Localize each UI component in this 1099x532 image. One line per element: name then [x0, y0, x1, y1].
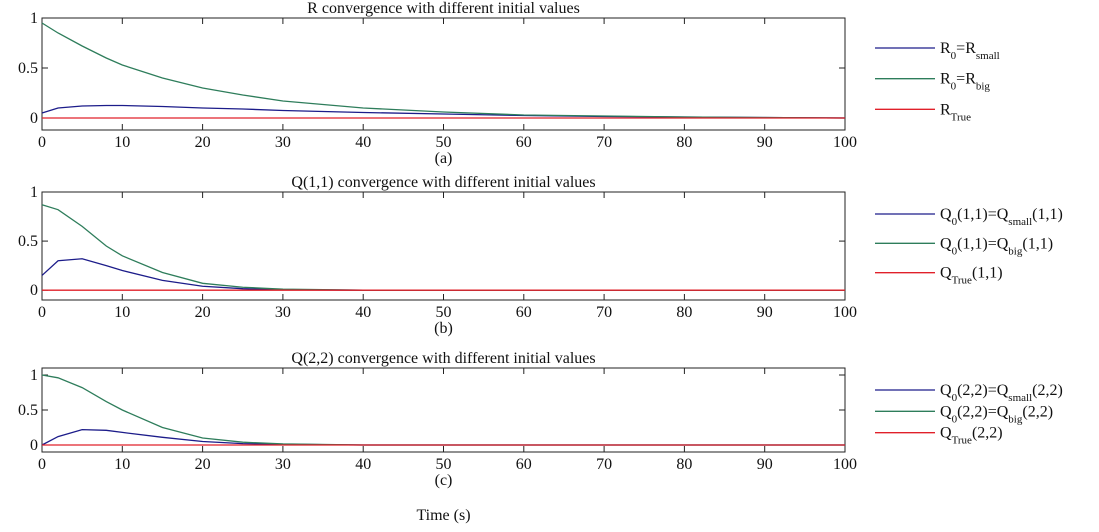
- chart-title: R convergence with different initial val…: [307, 0, 580, 17]
- y-tick-label: 0: [30, 437, 38, 454]
- x-tick-label: 80: [676, 134, 692, 151]
- y-tick-label: 0.5: [18, 233, 38, 250]
- y-tick-label: 0: [30, 282, 38, 299]
- x-tick-label: 70: [596, 134, 612, 151]
- subplot-caption: (b): [434, 320, 453, 337]
- x-tick-label: 20: [195, 134, 211, 151]
- y-tick-label: 0.5: [18, 60, 38, 77]
- x-tick-label: 90: [757, 456, 773, 473]
- legend-label: R0=Rsmall: [940, 40, 1000, 62]
- x-tick-label: 10: [114, 134, 130, 151]
- chart-title: Q(1,1) convergence with different initia…: [291, 174, 595, 191]
- x-tick-label: 70: [596, 304, 612, 321]
- legend-label-part: 0: [952, 413, 958, 425]
- legend-label-part: True: [951, 111, 971, 123]
- legend-label-part: (2,2): [1032, 382, 1063, 399]
- legend-label-part: (1,1): [1022, 235, 1053, 252]
- series-line: [41, 22, 846, 119]
- legend-label: Q0(2,2)=Qbig(2,2): [940, 403, 1053, 425]
- x-tick-label: 20: [195, 304, 211, 321]
- legend-label: Q0(1,1)=Qsmall(1,1): [940, 206, 1063, 228]
- legend-label: RTrue: [940, 101, 971, 123]
- legend-label-part: Q: [940, 235, 952, 252]
- x-tick-label: 50: [436, 456, 452, 473]
- legend-label-part: (1,1): [972, 265, 1003, 282]
- x-tick-label: 90: [757, 304, 773, 321]
- x-tick-label: 100: [833, 456, 857, 473]
- legend-label-part: (1,1)=Q: [957, 235, 1009, 252]
- plot-area: [41, 367, 846, 453]
- x-tick-label: 100: [833, 134, 857, 151]
- subplot-caption: (a): [435, 150, 453, 167]
- x-tick-label: 100: [833, 304, 857, 321]
- legend-label-part: (1,1): [1032, 206, 1063, 223]
- legend-label-part: True: [952, 435, 972, 447]
- legend-label-part: big: [1008, 245, 1023, 257]
- legend-label-part: big: [1008, 413, 1023, 425]
- x-tick-label: 0: [38, 456, 46, 473]
- legend-label: R0=Rbig: [940, 71, 990, 93]
- y-tick-label: 1: [30, 184, 38, 201]
- x-tick-label: 60: [516, 134, 532, 151]
- legend-label-part: 0: [952, 245, 958, 257]
- x-tick-label: 90: [757, 134, 773, 151]
- legend-label-part: Q: [940, 206, 952, 223]
- legend-label-part: 0: [951, 81, 957, 93]
- legend-label-part: (2,2)=Q: [957, 403, 1009, 420]
- x-tick-label: 70: [596, 456, 612, 473]
- x-tick-label: 60: [516, 304, 532, 321]
- legend-label-part: Q: [940, 425, 952, 442]
- legend-label-part: small: [1008, 392, 1032, 404]
- legend-label: Q0(1,1)=Qbig(1,1): [940, 235, 1053, 257]
- x-tick-label: 40: [355, 134, 371, 151]
- legend-label-part: 0: [952, 392, 958, 404]
- x-tick-label: 10: [114, 304, 130, 321]
- legend-label-part: =R: [956, 40, 976, 57]
- plot-area: [41, 17, 846, 131]
- x-tick-label: 50: [436, 134, 452, 151]
- x-tick-label: 50: [436, 304, 452, 321]
- legend-label-part: Q: [940, 382, 952, 399]
- chart-title: Q(2,2) convergence with different initia…: [291, 350, 595, 367]
- legend-label: QTrue(2,2): [940, 425, 1003, 447]
- legend-label-part: (2,2)=Q: [957, 382, 1009, 399]
- legend-label-part: Q: [940, 265, 952, 282]
- legend-label-part: (2,2): [972, 425, 1003, 442]
- legend-label-part: big: [976, 81, 991, 93]
- legend-label-part: R: [940, 71, 951, 88]
- legend-label-part: Q: [940, 403, 952, 420]
- legend-label-part: small: [976, 50, 1000, 62]
- x-axis-label: Time (s): [416, 507, 470, 524]
- legend-label-part: small: [1008, 216, 1032, 228]
- y-tick-label: 0: [30, 110, 38, 127]
- legend-label: Q0(2,2)=Qsmall(2,2): [940, 382, 1063, 404]
- legend-label-part: 0: [952, 216, 958, 228]
- legend-label-part: (2,2): [1022, 403, 1053, 420]
- legend-label-part: R: [940, 101, 951, 118]
- legend-label-part: 0: [951, 50, 957, 62]
- x-tick-label: 10: [114, 456, 130, 473]
- y-tick-label: 0.5: [18, 402, 38, 419]
- legend-label-part: R: [940, 40, 951, 57]
- x-tick-label: 80: [676, 456, 692, 473]
- x-tick-label: 0: [38, 304, 46, 321]
- x-tick-label: 60: [516, 456, 532, 473]
- x-tick-label: 40: [355, 304, 371, 321]
- y-tick-label: 1: [30, 367, 38, 384]
- plot-area: [41, 191, 846, 301]
- x-tick-label: 40: [355, 456, 371, 473]
- x-tick-label: 30: [275, 456, 291, 473]
- legend-label-part: =R: [956, 71, 976, 88]
- legend-label-part: (1,1)=Q: [957, 206, 1009, 223]
- subplot-caption: (c): [435, 472, 453, 489]
- legend-label-part: True: [952, 275, 972, 287]
- x-tick-label: 80: [676, 304, 692, 321]
- x-tick-label: 0: [38, 134, 46, 151]
- x-tick-label: 20: [195, 456, 211, 473]
- legend-label: QTrue(1,1): [940, 265, 1003, 287]
- x-tick-label: 30: [275, 304, 291, 321]
- x-tick-label: 30: [275, 134, 291, 151]
- y-tick-label: 1: [30, 10, 38, 27]
